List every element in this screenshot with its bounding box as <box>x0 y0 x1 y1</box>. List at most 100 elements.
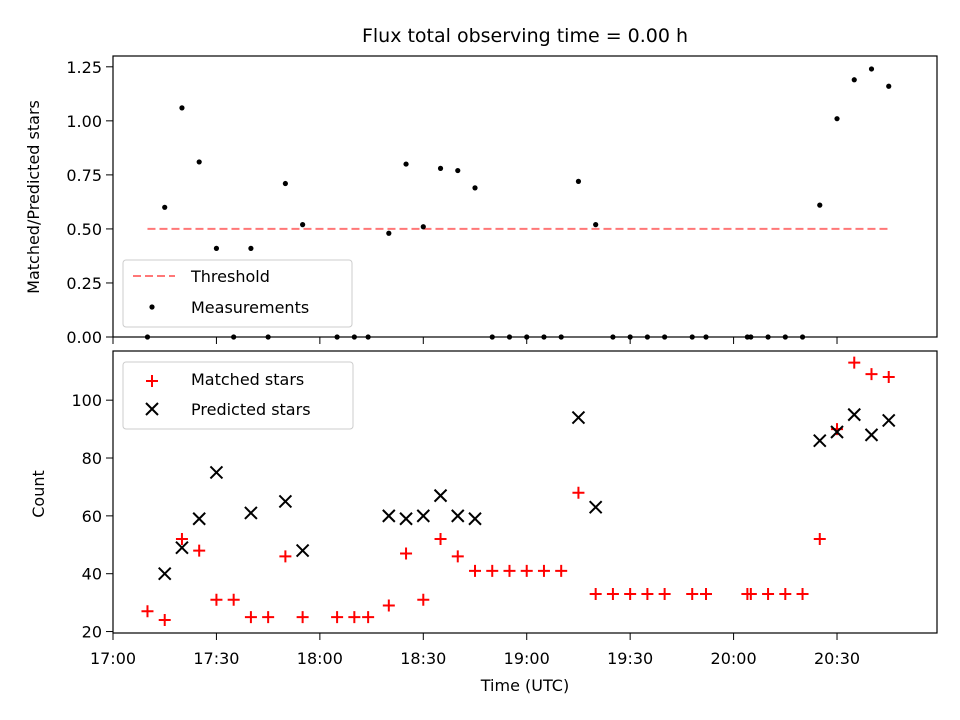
count-plot-frame <box>112 350 938 634</box>
matched-star-point <box>762 587 775 600</box>
predicted-star-point <box>451 509 465 523</box>
predicted-star-point <box>192 512 206 526</box>
measurement-point <box>834 116 840 122</box>
measurement-point <box>593 222 599 228</box>
matched-star-point <box>434 533 447 545</box>
matched-star-point <box>865 368 878 381</box>
measurement-point <box>437 165 444 171</box>
legend-measurements-swatch <box>149 304 155 310</box>
count-y-axis-label: Count <box>29 470 48 518</box>
matched-star-point <box>296 611 309 624</box>
flux-ratio-panel: 0.00 0.25 0.50 0.75 1.00 1.25 Matched/Predict… <box>24 55 938 347</box>
predicted-star-point <box>209 465 224 480</box>
measurement-point <box>868 66 875 72</box>
predicted-star-point <box>847 407 861 422</box>
count-panel: 20 40 60 80 100 17:00 17:30 18:00 18:30 19:00 19:… <box>29 350 938 695</box>
flux-ratio-legend-box <box>122 259 353 328</box>
matched-star-point <box>537 564 550 577</box>
y-tick-label: 40 <box>82 565 102 584</box>
y-tick-label: 20 <box>82 623 102 642</box>
matched-star-point <box>175 533 188 545</box>
predicted-star-point <box>278 494 293 509</box>
y-tick-label: 0.75 <box>66 166 102 185</box>
x-tick-label: 20:30 <box>814 649 860 668</box>
y-tick-label: 1.00 <box>66 112 102 131</box>
measurement-point <box>179 105 185 111</box>
matched-star-point <box>141 605 154 618</box>
matched-star-point <box>348 611 361 624</box>
matched-star-point <box>779 587 792 600</box>
x-tick-label: 20:00 <box>711 649 757 668</box>
legend-threshold-label: Threshold <box>190 267 270 286</box>
count-legend: Matched stars Predicted stars <box>122 361 354 430</box>
predicted-star-point <box>433 488 448 503</box>
predicted-star-point <box>813 433 827 448</box>
x-tick-label: 19:30 <box>607 649 653 668</box>
x-tick-label: 19:00 <box>504 649 550 668</box>
matched-star-point <box>210 593 223 606</box>
legend-matched-swatch <box>146 375 158 387</box>
measurement-point <box>420 224 426 230</box>
matched-star-point <box>158 613 171 626</box>
predicted-star-point <box>468 512 482 526</box>
matched-star-point <box>362 611 375 624</box>
matched-star-point <box>796 587 809 600</box>
matched-star-point <box>686 587 699 600</box>
matched-star-point <box>244 611 257 624</box>
chart-title: Flux total observing time = 0.00 h <box>362 25 688 47</box>
matched-star-point <box>555 564 568 577</box>
y-tick-label: 0.25 <box>66 274 102 293</box>
legend-predicted-swatch <box>145 402 159 416</box>
count-marks <box>141 356 896 626</box>
predicted-star-point <box>399 512 413 526</box>
matched-star-point <box>279 550 292 563</box>
y-tick-label: 1.25 <box>66 58 102 77</box>
matched-star-point <box>400 547 413 560</box>
count-y-ticks: 20 40 60 80 100 <box>71 391 113 642</box>
matched-star-point <box>417 593 430 606</box>
matched-star-point <box>658 587 671 600</box>
matched-star-point <box>572 486 585 499</box>
matched-star-point <box>227 593 240 606</box>
y-tick-label: 60 <box>82 507 102 526</box>
measurement-point <box>472 185 478 191</box>
matched-star-point <box>813 533 826 545</box>
x-tick-label: 18:00 <box>297 649 343 668</box>
measurement-point <box>851 77 857 83</box>
legend-predicted-label: Predicted stars <box>191 400 311 419</box>
predicted-star-point <box>158 567 172 581</box>
measurement-point <box>213 245 220 251</box>
time-x-axis-label: Time (UTC) <box>480 676 569 695</box>
flux-ratio-y-ticks: 0.00 0.25 0.50 0.75 1.00 1.25 <box>66 58 838 347</box>
x-tick-label: 17:30 <box>193 649 239 668</box>
matched-star-point <box>848 356 861 369</box>
legend-matched-label: Matched stars <box>191 370 304 389</box>
matched-star-point <box>520 564 533 577</box>
x-tick-label: 17:00 <box>90 649 136 668</box>
predicted-star-point <box>244 506 258 520</box>
matched-star-point <box>606 587 619 600</box>
matched-star-point <box>193 544 206 557</box>
matched-star-point <box>744 587 757 600</box>
measurement-point <box>455 167 461 174</box>
y-tick-label: 0.50 <box>66 220 102 239</box>
matched-star-point <box>262 611 275 624</box>
flux-ratio-plot-frame <box>112 55 938 338</box>
predicted-star-point <box>175 540 189 555</box>
predicted-star-point <box>830 425 844 439</box>
predicted-star-point <box>882 413 896 428</box>
matched-star-point <box>382 599 395 612</box>
y-tick-label: 0.00 <box>66 328 102 347</box>
measurement-point <box>300 222 306 228</box>
matched-star-point <box>700 587 713 600</box>
measurement-point <box>196 159 202 165</box>
x-tick-label: 18:30 <box>400 649 446 668</box>
predicted-star-point <box>864 428 879 442</box>
matched-star-point <box>641 587 654 600</box>
measurement-point <box>162 204 168 210</box>
y-tick-label: 100 <box>71 391 102 410</box>
measurement-point <box>282 180 288 187</box>
matched-star-point <box>486 564 499 577</box>
measurement-point <box>248 245 254 251</box>
